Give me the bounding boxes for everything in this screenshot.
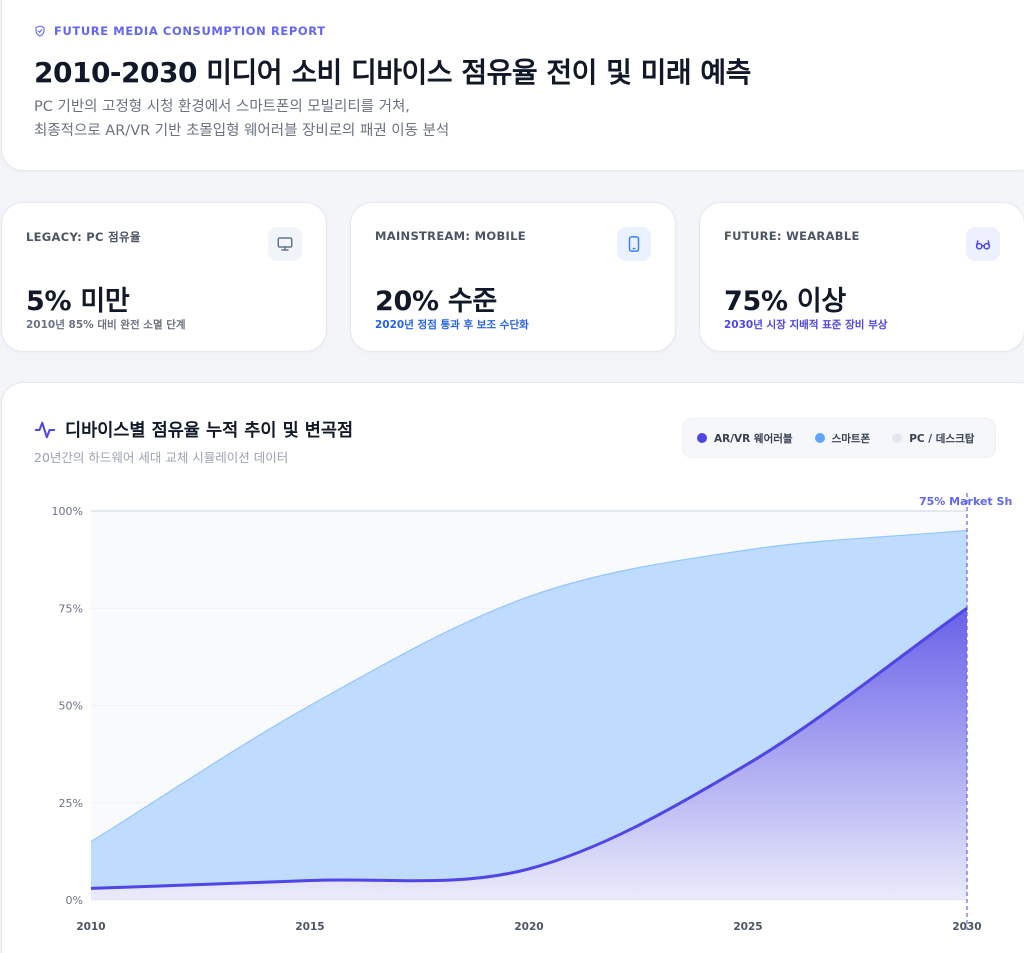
activity-icon [34,421,56,438]
y-tick-label: 0% [66,894,83,907]
page-title: 2010-2030 미디어 소비 디바이스 점유율 전이 및 미래 예측 [34,56,751,89]
legend-item-pc[interactable]: PC / 데스크탑 [892,431,974,446]
legend-item-wearable[interactable]: AR/VR 웨어러블 [697,431,793,446]
kpi-icon-box [268,227,302,261]
legend-swatch [814,433,825,443]
kpi-note: 2020년 정점 통과 후 보조 수단화 [375,319,529,331]
x-tick-label: 2010 [76,921,105,933]
report-eyebrow: FUTURE MEDIA CONSUMPTION REPORT [34,24,326,38]
y-tick-label: 100% [52,505,83,518]
kpi-value: 5% 미만 [26,286,130,317]
legend-label: AR/VR 웨어러블 [714,432,793,445]
series-line-wearable [90,607,968,890]
eyebrow-text: FUTURE MEDIA CONSUMPTION REPORT [54,24,326,38]
kpi-value: 75% 이상 [724,286,846,317]
kpi-note: 2010년 85% 대비 완전 소멸 단계 [26,319,186,331]
series-area-smartphone [91,530,967,889]
kpi-label: FUTURE: WEARABLE [724,229,860,243]
legend-swatch [892,433,903,443]
legend-label: 스마트폰 [831,432,871,445]
subtitle-line-1: PC 기반의 고정형 시청 환경에서 스마트폰의 모빌리티를 거쳐, [34,99,410,115]
subtitle-line-2: 최종적으로 AR/VR 기반 초몰입형 웨어러블 장비로의 패권 이동 분석 [34,123,450,139]
kpi-label: MAINSTREAM: MOBILE [375,229,526,243]
series-line-smartphone [90,529,968,843]
kpi-card-mobile: MAINSTREAM: MOBILE 20% 수준 2020년 정점 통과 후 … [350,202,676,352]
kpi-card-wearable: FUTURE: WEARABLE 75% 이상 2030년 시장 지배적 표준 … [699,202,1024,352]
kpi-icon-box [966,227,1000,261]
kpi-value: 20% 수준 [375,286,497,317]
x-tick-label: 2015 [295,921,324,933]
kpi-label: LEGACY: PC 점유율 [26,230,141,244]
glasses-icon [975,240,991,250]
y-tick-label: 75% [59,602,83,615]
chart-legend: AR/VR 웨어러블 스마트폰 PC / 데스크탑 [682,418,996,458]
report-header: FUTURE MEDIA CONSUMPTION REPORT 2010-203… [1,0,1024,171]
target-marker-label: 75% Market Sh [919,495,1012,508]
monitor-icon [277,237,293,251]
x-tick-label: 2020 [514,921,543,933]
kpi-note: 2030년 시장 지배적 표준 장비 부상 [724,319,888,331]
stacked-area-chart: 0%25%50%75%100%2010 2015 2020 2025 2030 75% … [52,493,1012,933]
kpi-icon-box [617,227,651,261]
chart-subtitle: 20년간의 하드웨어 세대 교체 시뮬레이션 데이터 [34,450,289,465]
chart-card: 디바이스별 점유율 누적 추이 및 변곡점 20년간의 하드웨어 세대 교체 시… [1,382,1024,953]
shield-check-icon [35,25,45,37]
series-area-wearable [91,608,967,900]
kpi-card-pc: LEGACY: PC 점유율 5% 미만 2010년 85% 대비 완전 소멸 … [1,202,327,352]
x-tick-label: 2025 [733,921,762,933]
legend-label: PC / 데스크탑 [909,432,975,445]
chart-title-text: 디바이스별 점유율 누적 추이 및 변곡점 [65,421,354,441]
y-tick-label: 25% [59,797,83,810]
y-tick-label: 50% [59,700,83,713]
legend-item-smartphone[interactable]: 스마트폰 [814,431,871,446]
chart-title: 디바이스별 점유율 누적 추이 및 변곡점 [34,417,353,442]
page-subtitle: PC 기반의 고정형 시청 환경에서 스마트폰의 모빌리티를 거쳐, 최종적으로… [34,95,449,143]
smartphone-icon [628,236,640,252]
legend-swatch [697,433,707,443]
